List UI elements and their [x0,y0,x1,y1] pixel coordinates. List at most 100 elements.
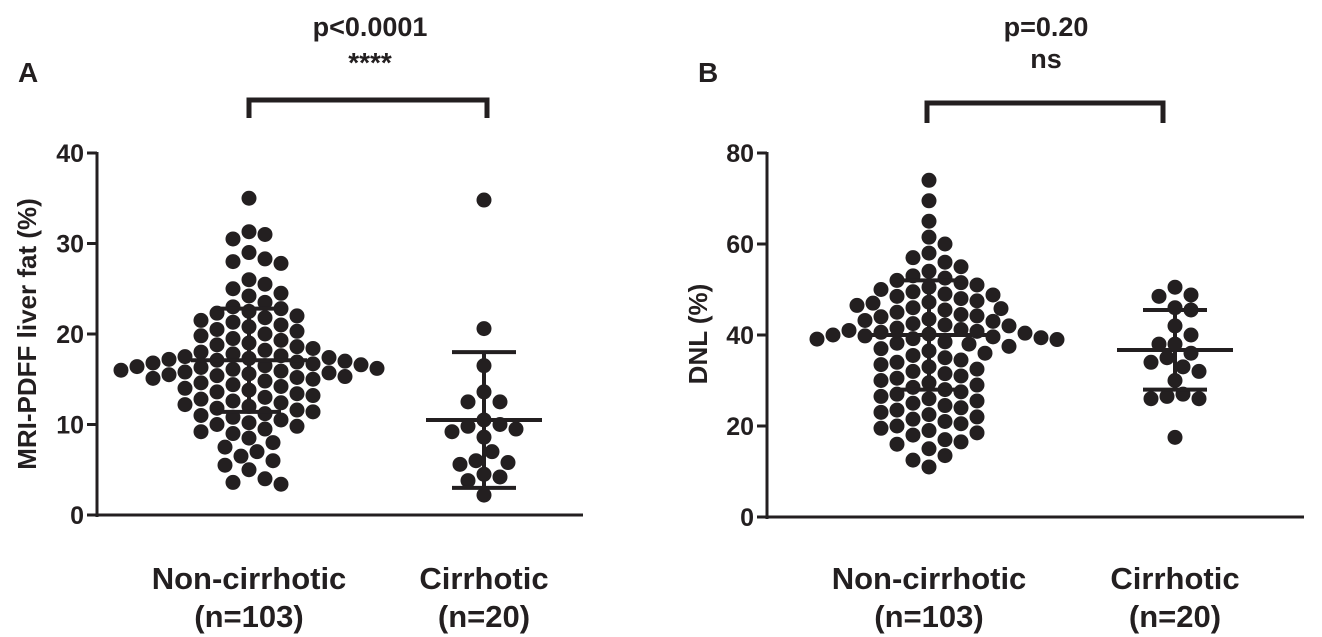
data-point [257,310,273,326]
category-sublabel: (n=103) [194,599,303,634]
marks-b [809,172,1233,475]
data-point [841,322,857,338]
data-point [1167,429,1183,445]
data-point [1049,332,1065,348]
panel-label-a: A [18,57,38,88]
data-point [177,364,193,380]
data-point [305,371,321,387]
data-point [273,363,289,379]
data-point [193,312,209,328]
data-point [225,377,241,393]
data-point [977,345,993,361]
data-point [953,352,969,368]
data-point [305,388,321,404]
y-tick-label: 40 [726,322,754,350]
data-point [969,425,985,441]
data-point [937,413,953,429]
data-point [889,402,905,418]
data-point [953,400,969,416]
data-point [460,418,476,434]
data-point [492,469,508,485]
data-point [193,391,209,407]
data-point [1001,318,1017,334]
p-value-a: p<0.0001 [313,12,428,42]
data-point [241,288,257,304]
y-axis-label-b: DNL (%) [683,284,713,385]
data-point [444,424,460,440]
data-point [193,344,209,360]
data-point [921,391,937,407]
data-point [225,231,241,247]
data-point [257,421,273,437]
data-point [265,435,281,451]
data-point [865,295,881,311]
data-point [873,373,889,388]
data-point [953,275,969,291]
data-point [1167,279,1183,295]
data-point [241,462,257,478]
data-point [905,452,921,468]
data-point [937,270,953,286]
y-tick-label: 40 [56,140,84,168]
data-point [500,455,516,471]
data-point [937,398,953,414]
panel-label-b: B [698,57,718,88]
data-point [873,282,889,297]
data-point [273,412,289,428]
data-point [257,471,273,487]
data-point [193,407,209,423]
data-point [873,324,889,340]
data-point [1183,287,1199,303]
data-point [289,323,305,339]
data-point [241,190,257,206]
data-point [353,357,369,373]
data-point [273,285,289,301]
data-point [177,349,193,365]
data-point [1001,338,1017,354]
data-point [257,276,273,292]
data-point [257,389,273,405]
data-point [265,453,281,469]
data-point [452,456,468,472]
y-tick-label: 20 [56,321,84,349]
category-label: Cirrhotic [419,561,548,596]
data-point [1159,350,1175,366]
data-point [193,328,209,344]
data-point [921,245,937,261]
data-point [921,172,937,188]
data-point [273,395,289,411]
data-point [289,402,305,418]
data-point [468,453,484,469]
data-point [905,379,921,395]
data-point [953,384,969,400]
data-point [241,245,257,261]
data-point [1033,330,1049,346]
data-point [305,340,321,356]
data-point [273,332,289,348]
data-point [337,353,353,369]
data-point [209,321,225,337]
data-point [193,375,209,391]
data-point [289,369,305,385]
category-sublabel: (n=20) [1129,599,1221,634]
data-point [1191,363,1207,379]
data-point [889,370,905,386]
data-point [825,327,841,343]
data-point [921,407,937,423]
data-point [273,378,289,394]
data-point [209,417,225,432]
data-point [305,404,321,420]
data-point [953,368,969,384]
data-point [953,434,969,450]
y-tick-label: 0 [740,504,754,532]
data-point [289,339,305,355]
data-point [129,359,145,375]
data-point [209,368,225,384]
category-label: Non-cirrhotic [152,561,347,596]
data-point [209,384,225,400]
data-point [321,350,337,366]
data-point [905,250,921,266]
data-point [289,386,305,402]
data-point [873,341,889,357]
data-point [257,342,273,358]
